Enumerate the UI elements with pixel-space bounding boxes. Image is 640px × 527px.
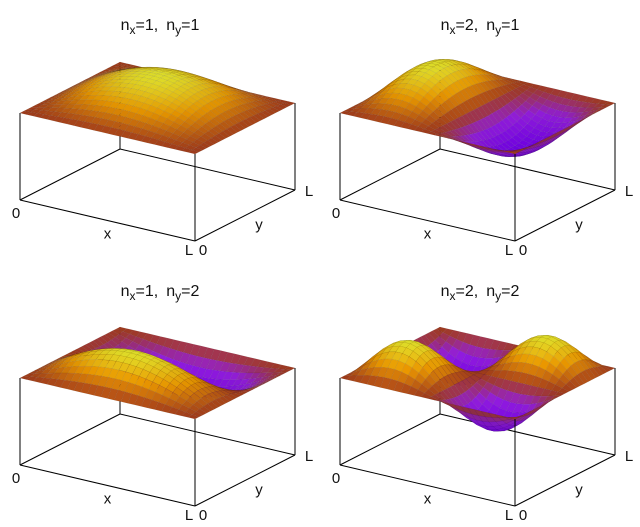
- y-axis-label: y: [575, 217, 583, 234]
- box-front-frame: [19, 368, 296, 507]
- box-edge: [19, 413, 121, 466]
- surface-facet: [226, 126, 238, 135]
- surface-facet: [508, 151, 520, 155]
- box-edge: [119, 413, 296, 456]
- box-edge: [439, 148, 616, 191]
- box-edge: [194, 189, 296, 242]
- surface-facet: [191, 147, 204, 153]
- surface-facet: [203, 140, 215, 147]
- surface-facet: [538, 401, 550, 410]
- box-edge: [194, 454, 296, 507]
- y-axis-label: y: [255, 482, 263, 499]
- mode-surface: [19, 326, 296, 420]
- panel-title: nx=1, ny=1: [121, 17, 200, 37]
- surface-facet: [260, 110, 273, 117]
- y-axis-end-label: L: [305, 448, 313, 465]
- box-edge: [514, 454, 616, 507]
- origin-label: 0: [332, 205, 340, 222]
- surface-facet: [234, 122, 246, 131]
- y-axis-end-label: L: [625, 183, 633, 200]
- surface-facet: [242, 389, 253, 392]
- box-edge: [19, 464, 196, 507]
- panel-title: nx=2, ny=1: [441, 17, 520, 37]
- panel-title: nx=2, ny=2: [441, 283, 520, 303]
- x-axis-label: x: [104, 226, 112, 243]
- box-edge: [439, 413, 616, 456]
- x-axis-label: x: [424, 491, 432, 508]
- mode-surface: [19, 61, 296, 155]
- surface-facet: [253, 383, 265, 388]
- box-front-frame: [339, 103, 616, 242]
- surface-facet: [527, 142, 539, 148]
- box-edge: [19, 199, 196, 242]
- surface-facet: [550, 395, 562, 400]
- surface-facet: [542, 134, 554, 143]
- x-axis-end-label: L: [185, 507, 193, 524]
- surface-facet: [261, 379, 272, 385]
- surface-facet: [207, 401, 219, 410]
- box-edge: [19, 148, 121, 201]
- panel-nx2-ny2: nx=2, ny=2 0 x L 0 y L: [332, 283, 633, 524]
- box-edge: [339, 148, 441, 201]
- surface-facet: [546, 132, 558, 141]
- y-axis-end-label: L: [305, 183, 313, 200]
- panel-nx1-ny1: nx=1, ny=1 0 x L 0 y L: [12, 17, 313, 259]
- x-axis-end-label: L: [185, 242, 193, 259]
- surface-facet: [280, 369, 292, 373]
- surface-facet: [508, 416, 519, 420]
- surface-facet: [554, 128, 566, 138]
- surface-facet: [187, 414, 200, 420]
- surface-facet: [249, 115, 261, 123]
- surface-facet: [203, 403, 215, 412]
- box-front-frame: [19, 103, 296, 242]
- panel-title: nx=1, ny=2: [121, 283, 200, 303]
- y-axis-label: y: [575, 482, 583, 499]
- origin-label: 0: [332, 470, 340, 487]
- x-axis-end-label: L: [505, 242, 513, 259]
- origin-label: 0: [12, 205, 20, 222]
- y-axis-start-label: 0: [519, 507, 527, 524]
- y-axis-start-label: 0: [199, 507, 207, 524]
- box-edge: [514, 189, 616, 242]
- y-axis-label: y: [255, 217, 263, 234]
- x-axis-label: x: [104, 491, 112, 508]
- surface-facet: [519, 145, 531, 150]
- surface-facet: [592, 366, 604, 377]
- surface-facet: [218, 396, 230, 404]
- surface-facet: [557, 387, 570, 394]
- box-front-frame: [339, 368, 616, 507]
- panel-nx1-ny2: nx=1, ny=2 0 x L 0 y L: [12, 283, 313, 524]
- surface-facet: [268, 107, 281, 114]
- surface-facet: [187, 149, 200, 155]
- mode-surface: [339, 326, 616, 432]
- panel-nx2-ny1: nx=2, ny=1 0 x L 0 y L: [332, 17, 633, 259]
- surface-facet: [191, 411, 204, 418]
- surface-facet: [257, 381, 269, 387]
- box-edge: [339, 199, 516, 242]
- surface-facet: [276, 104, 288, 110]
- y-axis-start-label: 0: [199, 242, 207, 259]
- x-axis-label: x: [424, 226, 432, 243]
- surface-facet: [546, 397, 558, 404]
- surface-facet: [553, 391, 566, 397]
- surface-facet: [238, 390, 250, 394]
- surface-facet: [245, 387, 257, 391]
- y-axis-start-label: 0: [519, 242, 527, 259]
- surface-facet: [195, 408, 207, 416]
- surface-facet: [241, 118, 254, 127]
- box-edge: [119, 148, 296, 191]
- origin-label: 0: [12, 470, 20, 487]
- x-axis-end-label: L: [505, 507, 513, 524]
- mode-surface: [339, 59, 616, 157]
- box-edge: [339, 413, 441, 466]
- box-edge: [339, 464, 516, 507]
- y-axis-end-label: L: [625, 448, 633, 465]
